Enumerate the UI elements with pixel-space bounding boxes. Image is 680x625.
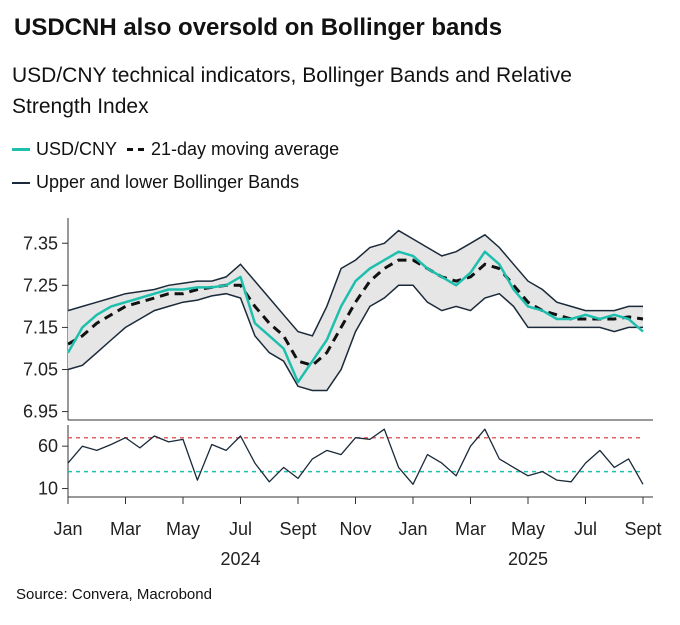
- legend-row-2: Upper and lower Bollinger Bands: [12, 172, 299, 193]
- rsi-y-tick-label-1: 10: [38, 479, 58, 499]
- chart-title: USDCNH also oversold on Bollinger bands: [14, 14, 503, 41]
- x-tick-label-0: Jan: [53, 519, 82, 539]
- x-tick-label-3: Jul: [229, 519, 252, 539]
- series-usd-cny: [66, 250, 644, 384]
- x-tick-label-2: May: [166, 519, 200, 539]
- x-tick-label-7: Mar: [455, 519, 486, 539]
- upper-y-tick-label-4: 6.95: [23, 402, 58, 422]
- x-tick-label-4: Sept: [279, 519, 316, 539]
- bollinger-band-fill: [68, 230, 643, 391]
- x-tick-label-10: Sept: [624, 519, 661, 539]
- upper-y-tick-label-2: 7.15: [23, 317, 58, 337]
- series-lower-bollinger-band: [67, 284, 643, 392]
- upper-y-tick-label-3: 7.05: [23, 360, 58, 380]
- chart-subtitle: USD/CNY technical indicators, Bollinger …: [12, 64, 572, 118]
- year-label-2025: 2025: [508, 549, 548, 569]
- year-label-2024: 2024: [220, 549, 260, 569]
- legend-swatch-ma: [127, 148, 146, 151]
- x-tick-label-5: Nov: [339, 519, 371, 539]
- upper-y-tick-label-0: 7.35: [23, 233, 58, 253]
- legend-swatch-usd-cny: [12, 148, 30, 151]
- x-tick-label-1: Mar: [110, 519, 141, 539]
- legend-row-1: USD/CNY 21-day moving average: [12, 139, 339, 160]
- x-tick-label-6: Jan: [398, 519, 427, 539]
- legend-label-bands: Upper and lower Bollinger Bands: [36, 172, 300, 192]
- x-tick-label-9: Jul: [574, 519, 597, 539]
- legend-label-usd-cny: USD/CNY: [36, 139, 118, 159]
- legend-label-ma: 21-day moving average: [151, 139, 340, 159]
- source-note: Source: Convera, Macrobond: [16, 586, 212, 603]
- series-21-day-moving-average: [67, 258, 644, 367]
- upper-y-tick-label-1: 7.25: [23, 275, 58, 295]
- legend-swatch-bands: [12, 181, 30, 184]
- series-rsi: [67, 428, 644, 485]
- x-tick-label-8: May: [511, 519, 545, 539]
- rsi-y-tick-label-0: 60: [38, 436, 58, 456]
- series-upper-bollinger-band: [67, 229, 643, 337]
